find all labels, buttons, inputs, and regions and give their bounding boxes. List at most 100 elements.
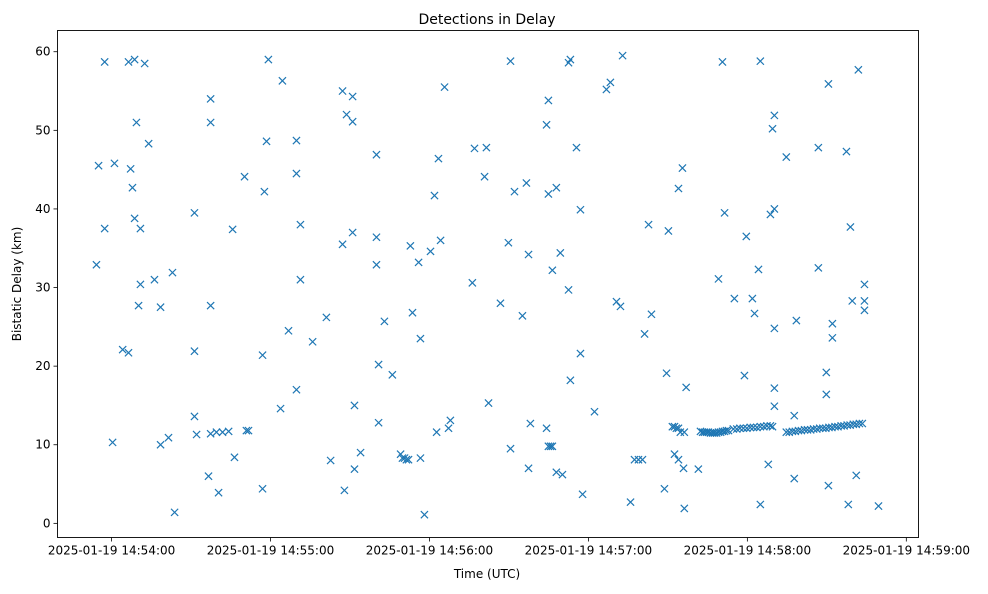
data-point-x-marker xyxy=(436,236,445,245)
data-point-x-marker xyxy=(618,51,627,60)
data-point-x-marker xyxy=(682,383,691,392)
data-point-x-marker xyxy=(348,228,357,237)
y-tick-label: 30 xyxy=(35,281,50,295)
data-point-x-marker xyxy=(170,508,179,517)
data-point-x-marker xyxy=(242,426,251,435)
data-point-x-marker xyxy=(468,278,477,287)
data-point-x-marker xyxy=(842,147,851,156)
data-point-x-marker xyxy=(342,110,351,119)
data-point-x-marker xyxy=(770,111,779,120)
data-point-x-marker xyxy=(828,333,837,342)
data-point-x-marker xyxy=(296,275,305,284)
data-point-x-marker xyxy=(416,334,425,343)
data-point-x-marker xyxy=(720,208,729,217)
data-point-x-marker xyxy=(444,424,453,433)
data-point-x-marker xyxy=(764,460,773,469)
y-tick-label: 50 xyxy=(35,123,50,137)
data-point-x-marker xyxy=(374,360,383,369)
data-point-x-marker xyxy=(556,248,565,257)
data-point-x-marker xyxy=(790,474,799,483)
x-axis: 2025-01-19 14:54:00 2025-01-19 14:55:00 20… xyxy=(48,537,970,558)
data-point-x-marker xyxy=(822,368,831,377)
data-point-x-marker xyxy=(206,94,215,103)
data-point-x-marker xyxy=(742,232,751,241)
data-point-x-marker xyxy=(230,453,239,462)
data-point-x-marker xyxy=(664,226,673,235)
data-point-x-marker xyxy=(284,326,293,335)
data-point-x-marker xyxy=(860,306,869,315)
y-tick-label: 20 xyxy=(35,359,50,373)
data-point-x-marker xyxy=(740,371,749,380)
data-point-x-marker xyxy=(496,299,505,308)
data-point-x-marker xyxy=(480,172,489,181)
data-point-x-marker xyxy=(372,150,381,159)
data-point-x-marker xyxy=(770,204,779,213)
data-point-x-marker xyxy=(566,376,575,385)
data-point-x-marker xyxy=(855,419,864,428)
data-point-x-marker xyxy=(522,178,531,188)
data-point-x-marker xyxy=(94,161,103,170)
data-point-x-marker xyxy=(756,422,765,431)
data-point-x-marker xyxy=(372,233,381,242)
data-point-x-marker xyxy=(576,205,585,214)
data-point-x-marker xyxy=(206,301,215,310)
data-point-x-marker xyxy=(680,504,689,513)
data-point-x-marker xyxy=(718,57,727,66)
data-point-x-marker xyxy=(228,225,237,234)
data-point-x-marker xyxy=(110,159,119,168)
data-point-x-marker xyxy=(206,429,215,438)
data-point-x-marker xyxy=(768,422,777,431)
data-point-x-marker xyxy=(224,427,233,436)
data-point-x-marker xyxy=(124,348,133,357)
data-point-x-marker xyxy=(844,500,853,509)
data-point-x-marker xyxy=(206,118,215,127)
data-point-x-marker xyxy=(100,224,109,233)
data-point-x-marker xyxy=(647,310,656,319)
data-point-x-marker xyxy=(814,143,823,152)
data-point-x-marker xyxy=(338,240,347,249)
data-point-x-marker xyxy=(212,428,221,437)
data-point-x-marker xyxy=(848,296,857,305)
data-point-x-marker xyxy=(190,208,199,217)
data-point-x-marker xyxy=(264,55,273,64)
data-point-x-marker xyxy=(626,498,635,507)
data-point-x-marker xyxy=(858,419,867,428)
data-point-x-marker xyxy=(426,247,435,256)
data-point-x-marker xyxy=(790,411,799,420)
data-point-x-marker xyxy=(406,241,415,250)
y-tick-label: 0 xyxy=(43,516,51,530)
data-point-x-marker xyxy=(670,450,679,459)
data-point-x-marker xyxy=(644,220,653,229)
data-point-x-marker xyxy=(214,488,223,497)
data-point-x-marker xyxy=(739,424,748,433)
x-tick-label: 2025-01-19 14:56:00 xyxy=(366,544,493,558)
data-point-x-marker xyxy=(860,280,869,289)
data-point-x-marker xyxy=(350,401,359,410)
data-point-x-marker xyxy=(292,169,301,178)
data-point-x-marker xyxy=(322,313,331,322)
data-point-x-marker xyxy=(374,418,383,427)
chart-title: Detections in Delay xyxy=(418,12,555,28)
data-point-x-marker xyxy=(524,464,533,473)
data-point-x-marker xyxy=(548,442,557,451)
data-point-x-marker xyxy=(506,57,515,66)
data-point-x-marker xyxy=(130,214,139,223)
data-point-x-marker xyxy=(278,76,287,85)
data-point-x-marker xyxy=(244,426,253,435)
data-point-x-marker xyxy=(292,385,301,394)
data-point-x-marker xyxy=(526,419,535,428)
data-point-x-marker xyxy=(552,183,561,192)
data-point-x-marker xyxy=(308,337,317,346)
data-point-x-marker xyxy=(190,412,199,421)
data-point-x-marker xyxy=(408,308,417,317)
data-point-x-marker xyxy=(402,455,411,464)
data-point-x-marker xyxy=(108,438,117,447)
data-point-x-marker xyxy=(766,210,775,219)
data-point-x-marker xyxy=(814,263,823,272)
data-point-x-marker xyxy=(350,465,359,474)
data-point-x-marker xyxy=(134,301,143,310)
data-point-x-marker xyxy=(276,404,285,413)
data-point-x-marker xyxy=(258,484,267,493)
x-tick-label: 2025-01-19 14:59:00 xyxy=(843,544,970,558)
data-point-x-marker xyxy=(136,280,145,289)
